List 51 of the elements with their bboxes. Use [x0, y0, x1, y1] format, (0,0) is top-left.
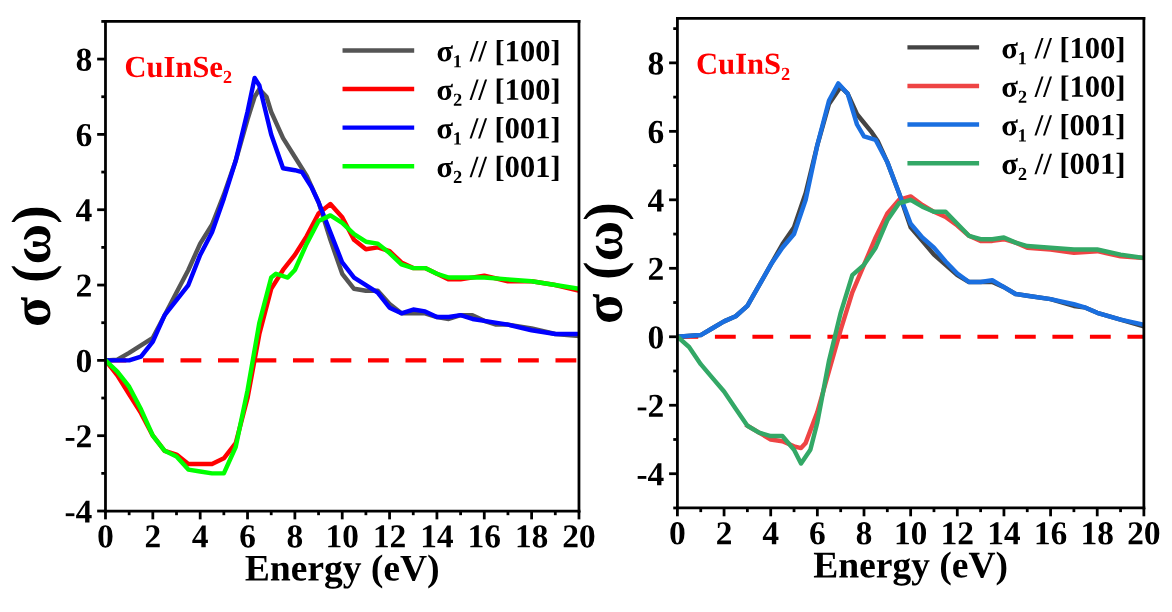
x-tick-label: 8	[856, 522, 872, 545]
x-tick-label: 0	[670, 522, 685, 545]
x-tick-label: 4	[192, 525, 208, 548]
y-tick-label: 4	[76, 199, 92, 222]
x-tick-label: 8	[287, 525, 303, 548]
annotation: CuInS₂	[697, 53, 790, 80]
x-tick-label: 2	[145, 525, 160, 548]
y-tick-label: 2	[77, 274, 91, 297]
y-tick-label: 6	[76, 123, 92, 147]
legend-label: σ₂ // [100]	[437, 78, 559, 106]
y-axis-title: σ (ω)	[583, 204, 634, 322]
x-tick-label: 20	[1128, 522, 1160, 545]
legend-label: σ₁ // [100]	[1002, 36, 1124, 65]
y-tick-label: -2	[637, 394, 663, 417]
y-tick-label: 0	[76, 349, 92, 373]
y-tick-label: 4	[648, 189, 664, 212]
x-tick-label: 0	[98, 525, 113, 548]
x-tick-label: 14	[422, 525, 453, 548]
x-tick-label: 10	[328, 525, 358, 548]
legend-label: σ₂ // [100]	[1002, 75, 1124, 103]
y-tick-label: 6	[648, 120, 664, 144]
x-tick-label: 10	[896, 522, 927, 545]
x-tick-label: 16	[470, 525, 500, 548]
line-series	[677, 197, 1144, 466]
x-tick-label: 12	[375, 525, 405, 548]
y-tick-label: -4	[637, 463, 664, 486]
x-tick-label: 6	[810, 522, 825, 545]
x-axis-title: Energy (eV)	[813, 551, 1007, 586]
annotation: CuInSe₂	[125, 56, 232, 83]
x-tick-label: 12	[943, 522, 973, 545]
x-tick-label: 6	[240, 525, 255, 548]
legend-label: σ₁ // [100]	[437, 39, 559, 68]
legend-label: σ₂ // [001]	[437, 155, 559, 184]
y-tick-label: -2	[65, 425, 91, 448]
legend-label: σ₁ // [001]	[1002, 114, 1124, 142]
x-tick-label: 4	[762, 522, 779, 545]
y-tick-label: 2	[648, 257, 663, 280]
x-tick-label: 20	[563, 525, 595, 548]
x-tick-label: 2	[717, 522, 731, 545]
x-axis-title: Energy (eV)	[245, 554, 438, 589]
x-tick-label: 14	[989, 522, 1020, 545]
x-tick-label: 16	[1036, 522, 1067, 545]
y-tick-label: 0	[648, 326, 663, 349]
y-axis-title: σ (ω)	[11, 207, 62, 325]
y-tick-label: -4	[65, 500, 92, 523]
x-tick-label: 18	[517, 525, 548, 548]
legend-label: σ₂ // [001]	[1002, 152, 1124, 180]
legend-label: σ₁ // [001]	[437, 117, 559, 145]
y-tick-label: 8	[76, 48, 92, 71]
y-tick-label: 8	[648, 52, 664, 75]
x-tick-label: 18	[1083, 522, 1113, 545]
